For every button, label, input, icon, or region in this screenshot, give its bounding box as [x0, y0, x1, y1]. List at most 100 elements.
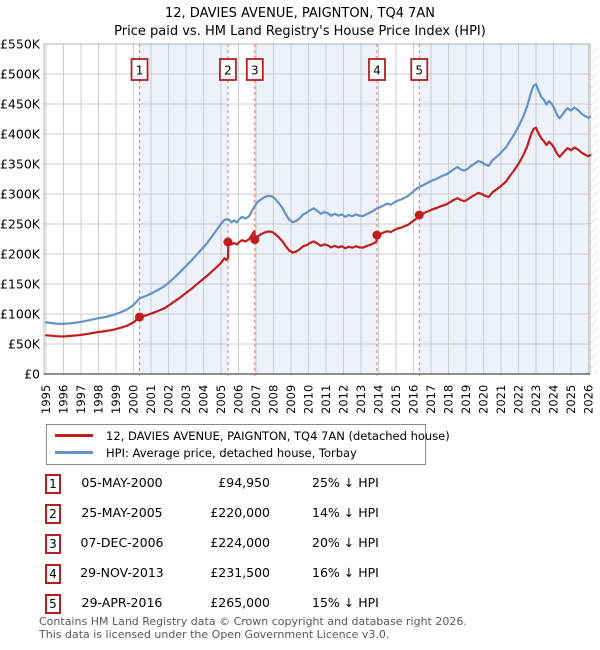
sale-row-price: £265,000 [210, 595, 270, 610]
x-tick-label: 2020 [477, 385, 491, 414]
future-hatch [590, 44, 598, 374]
price-chart: 12, DAVIES AVENUE, PAIGNTON, TQ4 7AN Pri… [0, 6, 598, 414]
sale-row: 1 05-MAY-2000 £94,950 25% ↓ HPI [0, 471, 600, 501]
y-tick-label: £50K [8, 337, 41, 352]
x-tick-label: 2006 [232, 385, 246, 414]
x-tick-label: 2010 [302, 385, 316, 414]
x-tick-label: 2014 [372, 385, 386, 414]
x-tick-label: 2024 [547, 385, 561, 414]
sale-dot [135, 312, 145, 322]
plot-area: £0 £50K £100K £150K £200K £250K £300K £350K £400… [0, 37, 598, 414]
legend-row-price: 12, DAVIES AVENUE, PAIGNTON, TQ4 7AN (de… [47, 427, 450, 444]
x-tick-label: 2001 [144, 385, 158, 414]
sale-marker-number: 2 [224, 64, 232, 78]
sale-dot [250, 235, 260, 245]
sale-row-badge: 5 [45, 594, 61, 614]
sale-dot [372, 230, 382, 240]
y-tick-label: £450K [0, 97, 41, 112]
hpi-line-swatch [55, 451, 93, 454]
y-tick-label: £0 [24, 367, 40, 382]
sale-row-date: 05-MAY-2000 [81, 475, 163, 490]
footer: Contains HM Land Registry data © Crown c… [39, 615, 467, 641]
y-tick-label: £500K [0, 67, 41, 82]
x-tick-label: 2013 [354, 385, 368, 414]
x-tick-label: 2018 [442, 385, 456, 414]
y-tick-label: £200K [0, 247, 41, 262]
x-tick-label: 2017 [424, 385, 438, 414]
x-tick-label: 2004 [197, 385, 211, 414]
sale-row-badge: 4 [45, 564, 61, 584]
legend-row-hpi: HPI: Average price, detached house, Torb… [47, 444, 425, 461]
x-tick-label: 2016 [407, 385, 421, 414]
chart-subtitle: Price paid vs. HM Land Registry's House … [114, 24, 486, 39]
sale-row: 3 07-DEC-2006 £224,000 20% ↓ HPI [0, 531, 600, 561]
x-tick-label: 2007 [249, 385, 263, 414]
x-tick-label: 2003 [179, 385, 193, 414]
x-tick-label: 1995 [39, 385, 53, 414]
price-line-swatch [55, 434, 93, 437]
sale-marker-badge [219, 58, 237, 81]
sale-row-price: £224,000 [210, 535, 270, 550]
footer-line-2: This data is licensed under the Open Gov… [39, 627, 390, 641]
x-tick-label: 2015 [389, 385, 403, 414]
sales-table: 1 05-MAY-2000 £94,950 25% ↓ HPI 2 25-MAY-2005… [0, 471, 600, 621]
sale-row-badge: 2 [45, 504, 61, 524]
sale-dot [414, 210, 424, 220]
sale-row: 2 25-MAY-2005 £220,000 14% ↓ HPI [0, 501, 600, 531]
x-tick-label: 1999 [109, 385, 123, 414]
sale-row-date: 29-APR-2016 [81, 595, 163, 610]
ownership-band [419, 44, 590, 374]
y-tick-label: £300K [0, 187, 41, 202]
sale-marker-number: 1 [136, 64, 144, 78]
sale-row-hpi-delta: 16% ↓ HPI [312, 565, 379, 580]
sale-marker-number: 4 [373, 64, 381, 78]
sale-row-badge: 1 [45, 474, 61, 494]
y-tick-label: £100K [0, 307, 41, 322]
y-tick-label: £250K [0, 217, 41, 232]
sale-row-price: £94,950 [218, 475, 270, 490]
y-tick-label: £350K [0, 157, 41, 172]
sale-row: 4 29-NOV-2013 £231,500 16% ↓ HPI [0, 561, 600, 591]
legend: 12, DAVIES AVENUE, PAIGNTON, TQ4 7AN (de… [46, 424, 450, 465]
sale-row-hpi-delta: 15% ↓ HPI [312, 595, 379, 610]
sale-marker-number: 3 [251, 64, 259, 78]
chart-title: 12, DAVIES AVENUE, PAIGNTON, TQ4 7AN [165, 6, 435, 21]
sale-marker-badge [410, 58, 429, 81]
sale-row-price: £220,000 [210, 505, 270, 520]
x-tick-label: 2022 [512, 385, 526, 414]
sale-row: 5 29-APR-2016 £265,000 15% ↓ HPI [0, 591, 600, 621]
x-tick-label: 2002 [162, 385, 176, 414]
sale-row-badge: 3 [45, 534, 61, 554]
x-tick-label: 2005 [214, 385, 228, 414]
ownership-band [139, 44, 228, 374]
x-tick-label: 2021 [494, 385, 508, 414]
sale-row-price: £231,500 [210, 565, 270, 580]
sale-row-date: 25-MAY-2005 [81, 505, 163, 520]
x-tick-label: 1997 [74, 385, 88, 414]
y-tick-label: £150K [0, 277, 41, 292]
price-line-label: 12, DAVIES AVENUE, PAIGNTON, TQ4 7AN (de… [106, 428, 450, 443]
sale-marker-badge [245, 58, 264, 81]
x-tick-label: 2025 [564, 385, 578, 414]
x-tick-label: 2009 [284, 385, 298, 414]
x-tick-label: 2008 [267, 385, 281, 414]
footer-line-1: Contains HM Land Registry data © Crown c… [39, 615, 467, 628]
sale-marker-badge [368, 58, 386, 81]
sale-dot [223, 237, 233, 247]
sale-row-hpi-delta: 25% ↓ HPI [312, 475, 379, 490]
x-tick-label: 2000 [127, 385, 141, 414]
hpi-line [44, 83, 592, 325]
sale-row-date: 07-DEC-2006 [80, 535, 164, 550]
sale-marker-number: 5 [415, 64, 423, 78]
x-tick-label: 2023 [529, 385, 543, 414]
y-tick-label: £400K [0, 127, 41, 142]
x-tick-label: 2012 [337, 385, 351, 414]
sale-row-hpi-delta: 14% ↓ HPI [312, 505, 379, 520]
sale-row-date: 29-NOV-2013 [80, 565, 164, 580]
x-tick-label: 1998 [92, 385, 106, 414]
x-tick-label: 2019 [459, 385, 473, 414]
sale-row-hpi-delta: 20% ↓ HPI [312, 535, 379, 550]
x-tick-label: 1996 [57, 385, 71, 414]
y-tick-label: £550K [0, 37, 41, 52]
